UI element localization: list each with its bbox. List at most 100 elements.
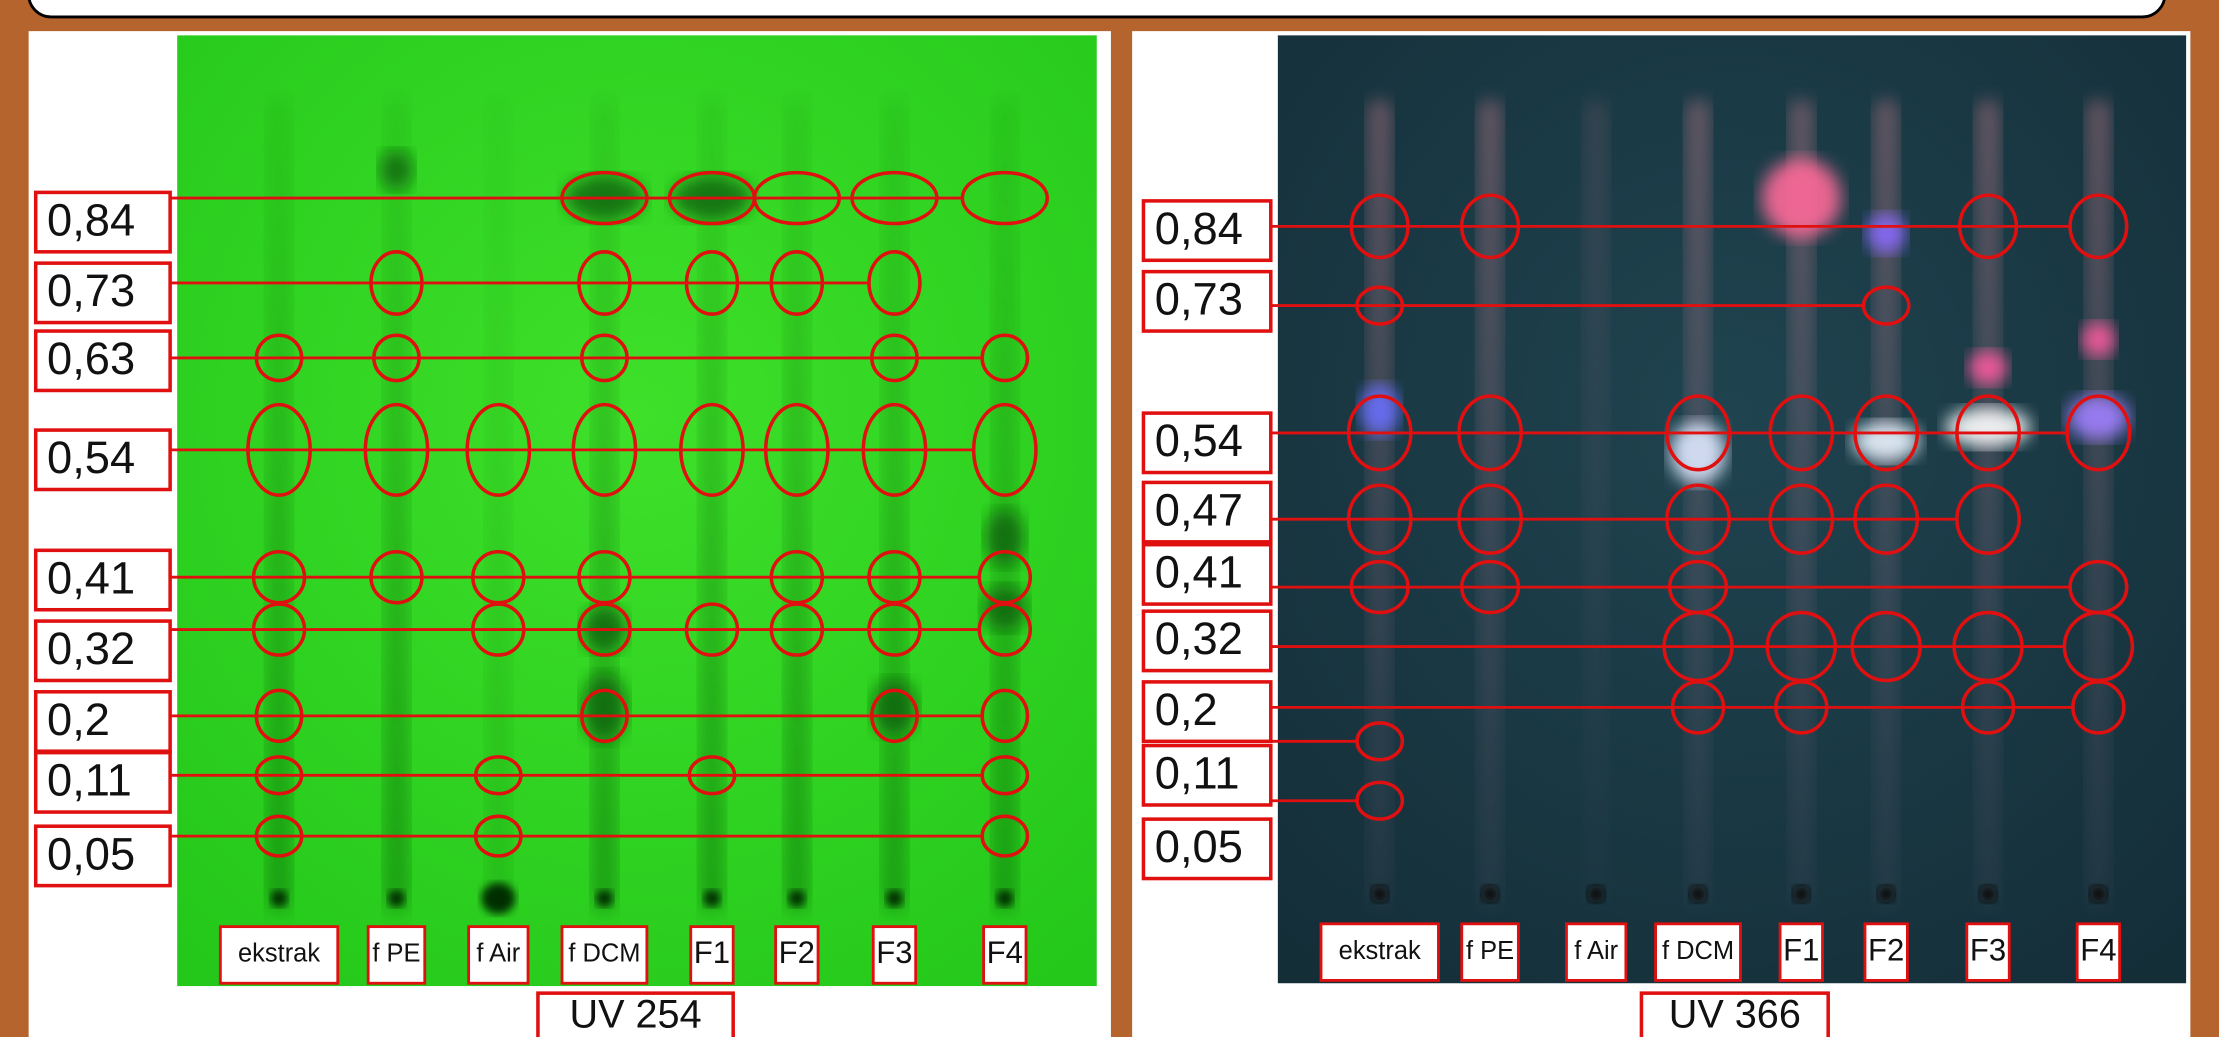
lane-streak: [1366, 99, 1393, 909]
lane-label: F4: [987, 935, 1023, 970]
origin-spot: [2089, 885, 2107, 903]
spot: [1669, 421, 1727, 484]
lane-label-box: [689, 925, 735, 985]
lane-label: F3: [876, 935, 912, 970]
lane-label-box: [2075, 922, 2122, 982]
spot-circle: [1355, 721, 1405, 762]
spot-circle: [254, 688, 304, 744]
lane-label-box: [1863, 922, 1909, 982]
rf-label: 0,41: [47, 552, 135, 603]
spot: [379, 149, 414, 190]
origin-spot: [595, 889, 613, 907]
spot-circle: [1955, 483, 2021, 555]
spot: [871, 679, 918, 736]
rf-label-box: [33, 619, 172, 683]
rf-label: 0,41: [1155, 547, 1243, 598]
rf-label-box: [33, 690, 172, 753]
caption-box: [536, 991, 735, 1037]
rf-label: 0,11: [47, 755, 132, 806]
lane-label: F1: [1783, 932, 1819, 967]
spot-circle: [560, 170, 649, 226]
spot-circle: [1957, 193, 2019, 260]
lane-label: f PE: [1466, 937, 1514, 965]
caption: UV 254: [570, 993, 702, 1037]
spot: [1761, 158, 1841, 238]
rf-label-box: [1141, 269, 1273, 333]
spot-circle: [369, 250, 424, 316]
spot: [1945, 407, 2031, 448]
spot: [1866, 213, 1906, 254]
lane-label: f PE: [372, 940, 420, 968]
rf-label: 0,11: [1155, 748, 1240, 799]
lane-streak: [485, 99, 512, 913]
rf-label: 0,05: [47, 828, 135, 879]
lane-label-box: [218, 925, 340, 985]
spot-circle: [372, 333, 421, 383]
spot-circle: [687, 755, 737, 796]
rf-label: 0,32: [1155, 613, 1243, 664]
lane-label-box: [467, 925, 530, 985]
origin-spot: [481, 882, 516, 914]
lane-label-box: [1778, 922, 1824, 982]
lane-streak: [266, 99, 292, 913]
rf-label: 0,73: [1155, 274, 1243, 325]
spot: [982, 585, 1028, 631]
spot: [581, 673, 628, 742]
rf-label: 0,54: [1155, 415, 1243, 466]
spot-circle: [1853, 394, 1920, 472]
lane-streak: [699, 99, 725, 913]
origin-spot: [885, 889, 903, 907]
rf-label-box: [1141, 743, 1273, 807]
lane-label-box: [560, 925, 649, 985]
spot-circle: [1774, 680, 1829, 735]
spot-circle: [1346, 483, 1413, 555]
rf-label-box: [1141, 680, 1273, 744]
spot-circle: [1665, 483, 1731, 555]
spot-circle: [1349, 193, 1410, 260]
rf-label-box: [33, 329, 172, 393]
rf-label: 0,84: [1155, 203, 1243, 254]
lane-streak: [881, 99, 908, 913]
spot-circle: [471, 602, 526, 657]
lane-label: f DCM: [1662, 937, 1734, 965]
lane-label-box: [1319, 922, 1440, 982]
lane-label-box: [1965, 922, 2011, 982]
spot: [1359, 384, 1400, 436]
rf-label-box: [33, 190, 172, 254]
spot-circle: [1355, 285, 1405, 326]
lane-label: ekstrak: [238, 940, 320, 968]
origin-spot: [1371, 885, 1389, 903]
lane-label: F1: [694, 935, 730, 970]
spot-circle: [2065, 394, 2132, 472]
spot-circle: [1768, 394, 1835, 472]
spot-circle: [580, 333, 629, 383]
rf-label: 0,32: [47, 623, 135, 674]
lane-streak: [383, 99, 410, 913]
origin-spot: [788, 889, 806, 907]
rf-label-box: [33, 428, 172, 492]
spot: [2081, 322, 2116, 357]
spot-circle: [867, 250, 922, 316]
rf-label: 0,2: [1155, 684, 1218, 735]
rf-label-box: [1141, 609, 1273, 673]
lane-streak: [591, 99, 618, 913]
spot-circle: [1460, 193, 1521, 260]
spot-circle: [246, 402, 312, 497]
lane-streak: [1975, 99, 2001, 909]
lane-label: f DCM: [568, 940, 640, 968]
spot-circle: [251, 602, 307, 657]
spot-circle: [1853, 483, 1920, 555]
spot-circle: [465, 402, 532, 497]
spot-circle: [960, 170, 1050, 226]
lane-label: F2: [1868, 932, 1904, 967]
spot-circle: [769, 602, 825, 657]
origin-spot: [1481, 885, 1499, 903]
rf-label: 0,73: [47, 265, 135, 316]
spot-circle: [1346, 394, 1413, 472]
spot: [1968, 350, 2008, 385]
tlc-plate: [1277, 35, 2187, 984]
spot-circle: [363, 402, 430, 497]
spot-circle: [1850, 610, 1922, 683]
rf-label-box: [1141, 542, 1273, 606]
